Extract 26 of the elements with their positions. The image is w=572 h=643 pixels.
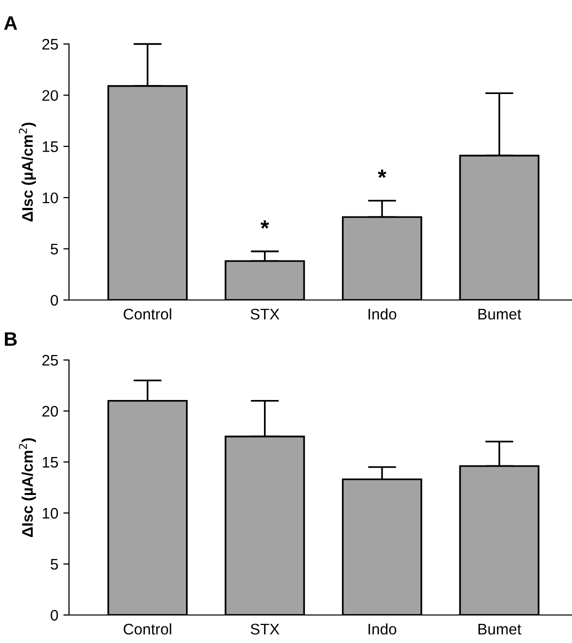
y-tick-label: 5: [50, 244, 58, 254]
x-tick-label: Control: [124, 623, 172, 635]
y-tick-label: 5: [50, 559, 58, 570]
y-tick-label: 0: [50, 610, 58, 621]
annotation: *: [378, 170, 386, 178]
y-tick-label: 20: [42, 406, 58, 417]
y-tick-label: 0: [50, 294, 58, 306]
x-tick-label: Indo: [368, 623, 396, 635]
x-tick-label: Indo: [368, 308, 396, 320]
x-tick-label: Bumet: [478, 624, 522, 635]
y-tick-label: 20: [42, 90, 58, 101]
y-tick-label: 10: [42, 192, 58, 204]
y-tick-label: 10: [42, 508, 58, 519]
chart-title: B: [4, 332, 17, 346]
annotation: *: [260, 220, 270, 229]
chart-title: A: [4, 16, 18, 30]
y-axis-title: ΔIsc (µA/cm$^{2}$): [18, 122, 36, 222]
y-axis-title: ΔIsc (µA/cm$^{2}$): [18, 438, 36, 537]
y-tick-label: 25: [42, 354, 58, 366]
y-tick-label: 15: [42, 457, 58, 468]
x-tick-label: STX: [250, 624, 280, 635]
x-tick-label: Bumet: [478, 308, 522, 320]
x-tick-label: STX: [250, 308, 280, 320]
x-tick-label: Control: [124, 308, 172, 320]
y-tick-label: 15: [42, 141, 58, 152]
y-tick-label: 25: [42, 38, 58, 50]
